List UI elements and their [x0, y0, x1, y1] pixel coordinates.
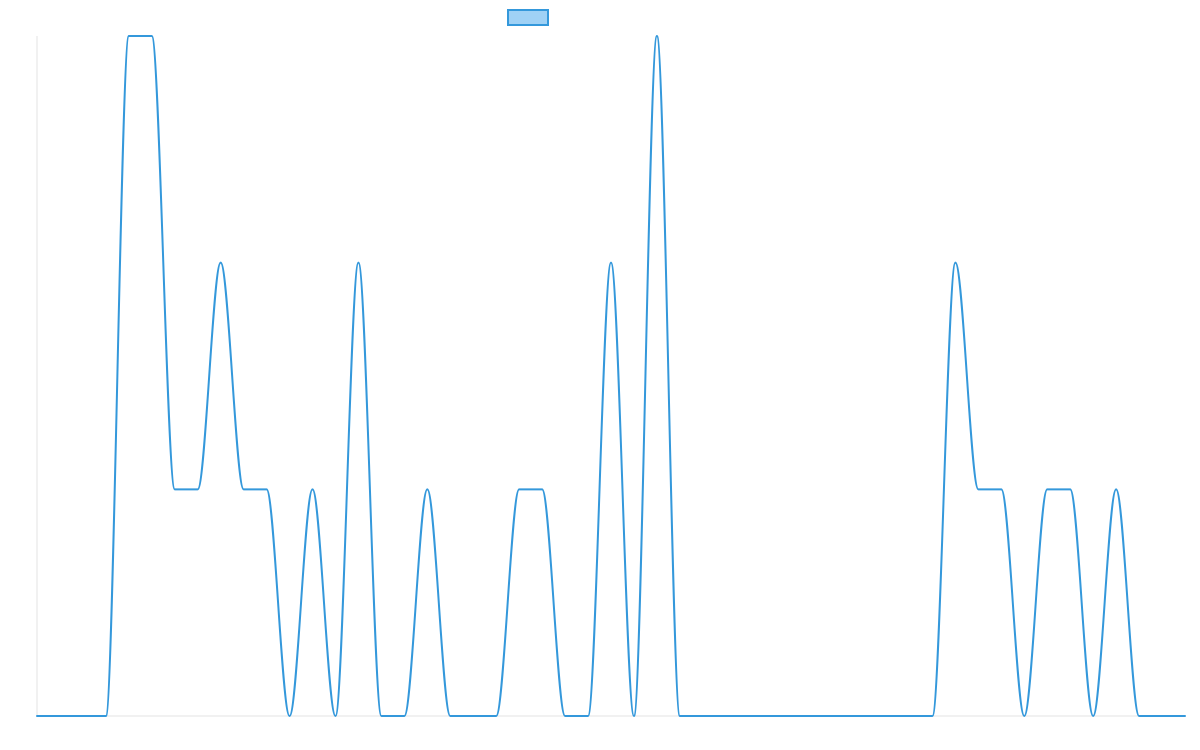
- series-line: [36, 35, 1186, 717]
- data-point-10[interactable]: [264, 486, 270, 492]
- data-point-50[interactable]: [1182, 713, 1188, 719]
- data-point-22[interactable]: [539, 486, 545, 492]
- data-point-47[interactable]: [1113, 486, 1119, 492]
- data-point-40[interactable]: [952, 260, 958, 266]
- data-point-26[interactable]: [631, 713, 637, 719]
- data-point-49[interactable]: [1159, 713, 1165, 719]
- data-point-1[interactable]: [57, 713, 63, 719]
- data-point-34[interactable]: [815, 713, 821, 719]
- data-point-32[interactable]: [769, 713, 775, 719]
- data-point-46[interactable]: [1090, 713, 1096, 719]
- data-point-45[interactable]: [1067, 486, 1073, 492]
- series-group: [36, 35, 1186, 717]
- data-point-35[interactable]: [838, 713, 844, 719]
- data-point-12[interactable]: [310, 486, 316, 492]
- data-point-8[interactable]: [218, 260, 224, 266]
- data-point-20[interactable]: [493, 713, 499, 719]
- data-point-23[interactable]: [562, 713, 568, 719]
- data-point-28[interactable]: [677, 713, 683, 719]
- data-point-13[interactable]: [332, 713, 338, 719]
- data-point-25[interactable]: [608, 260, 614, 266]
- data-point-16[interactable]: [401, 713, 407, 719]
- data-point-2[interactable]: [80, 713, 86, 719]
- data-point-0[interactable]: [34, 713, 40, 719]
- legend[interactable]: [507, 9, 549, 26]
- data-point-43[interactable]: [1021, 713, 1027, 719]
- legend-swatch[interactable]: [507, 9, 549, 26]
- data-point-15[interactable]: [378, 713, 384, 719]
- data-points: [34, 33, 1188, 719]
- data-point-11[interactable]: [287, 713, 293, 719]
- data-point-3[interactable]: [103, 713, 109, 719]
- data-point-33[interactable]: [792, 713, 798, 719]
- data-point-9[interactable]: [241, 486, 247, 492]
- data-point-29[interactable]: [700, 713, 706, 719]
- axes: [36, 36, 1185, 717]
- data-point-19[interactable]: [470, 713, 476, 719]
- data-point-39[interactable]: [929, 713, 935, 719]
- data-point-44[interactable]: [1044, 486, 1050, 492]
- data-point-5[interactable]: [149, 33, 155, 39]
- data-point-7[interactable]: [195, 486, 201, 492]
- data-point-6[interactable]: [172, 486, 178, 492]
- data-point-18[interactable]: [447, 713, 453, 719]
- data-point-42[interactable]: [998, 486, 1004, 492]
- data-point-38[interactable]: [906, 713, 912, 719]
- data-point-31[interactable]: [746, 713, 752, 719]
- data-point-24[interactable]: [585, 713, 591, 719]
- data-point-36[interactable]: [861, 713, 867, 719]
- data-point-30[interactable]: [723, 713, 729, 719]
- data-point-48[interactable]: [1136, 713, 1142, 719]
- data-point-14[interactable]: [355, 260, 361, 266]
- data-point-21[interactable]: [516, 486, 522, 492]
- data-point-17[interactable]: [424, 486, 430, 492]
- data-point-4[interactable]: [126, 33, 132, 39]
- data-point-27[interactable]: [654, 33, 660, 39]
- data-point-37[interactable]: [884, 713, 890, 719]
- data-point-41[interactable]: [975, 486, 981, 492]
